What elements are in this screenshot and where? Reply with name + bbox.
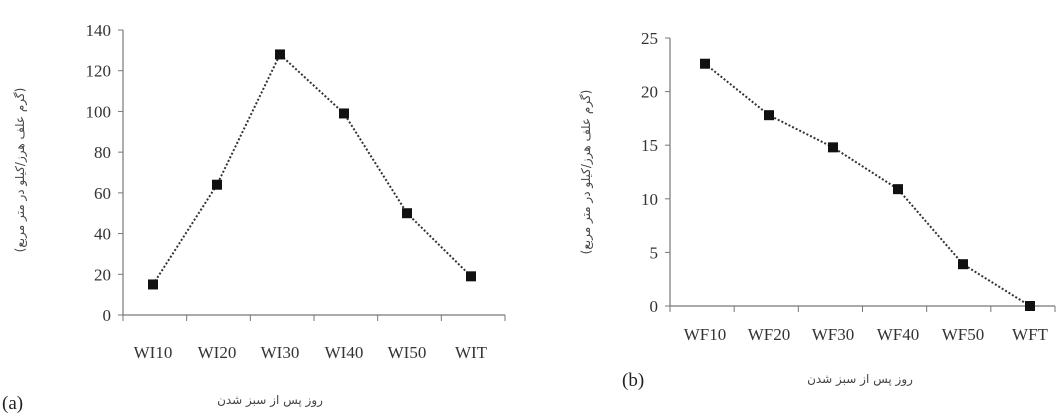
x-tick-label: WI20 xyxy=(198,343,237,362)
data-point-marker xyxy=(1025,301,1035,311)
y-tick-label: 0 xyxy=(103,306,112,325)
y-tick-label: 10 xyxy=(641,190,658,209)
x-axis-title: روز پس از سبز شدن xyxy=(807,372,913,387)
y-tick-label: 80 xyxy=(94,143,111,162)
y-tick-label: 15 xyxy=(641,136,658,155)
x-tick-label: WI10 xyxy=(134,343,173,362)
data-point-marker xyxy=(958,259,968,270)
y-tick-label: 140 xyxy=(86,21,112,40)
x-tick-label: WF40 xyxy=(877,325,920,344)
x-tick-label: WFT xyxy=(1012,325,1049,344)
data-point-marker xyxy=(275,49,285,60)
y-axis-title: (گرم علف هرز/کیلو در متر مربع) xyxy=(579,90,594,255)
data-point-marker xyxy=(148,279,158,290)
y-tick-label: 60 xyxy=(94,184,111,203)
y-tick-label: 20 xyxy=(641,83,658,102)
x-tick-label: WI30 xyxy=(261,343,300,362)
data-point-marker xyxy=(466,271,476,282)
data-point-marker xyxy=(339,108,349,119)
data-point-marker xyxy=(764,110,774,121)
x-tick-label: WF50 xyxy=(942,325,985,344)
x-tick-label: WI50 xyxy=(388,343,427,362)
x-tick-label: WF30 xyxy=(812,325,855,344)
data-point-marker xyxy=(828,142,838,153)
data-point-marker xyxy=(700,58,710,69)
y-tick-label: 5 xyxy=(650,243,659,262)
x-tick-label: WIT xyxy=(455,343,488,362)
panel-label: (a) xyxy=(2,393,23,414)
x-tick-label: WI40 xyxy=(325,343,364,362)
series-line xyxy=(152,52,472,286)
chart-b: 0 5 10 15 20 25 WF10 WF20 WF30 WF40 WF50 WFT (گرم عل… xyxy=(579,29,1056,391)
y-tick-label: 120 xyxy=(86,62,112,81)
x-axis-title: روز پس از سبز شدن xyxy=(217,393,323,408)
data-point-marker xyxy=(402,208,412,219)
chart-a: 0 20 40 60 80 100 120 140 WI10 WI20 WI30 WI40 WI50 WI… xyxy=(2,21,506,414)
y-tick-label: 20 xyxy=(94,265,111,284)
data-point-marker xyxy=(893,184,903,195)
x-tick-label: WF20 xyxy=(748,325,791,344)
x-tick-label: WF10 xyxy=(684,325,727,344)
series-line xyxy=(704,62,1031,307)
data-point-marker xyxy=(212,179,222,190)
y-tick-label: 0 xyxy=(650,297,659,316)
y-tick-label: 40 xyxy=(94,225,111,244)
y-axis-title: (گرم علف هرز/کیلو در متر مربع) xyxy=(13,88,28,253)
y-tick-label: 25 xyxy=(641,29,658,48)
y-tick-label: 100 xyxy=(86,102,112,121)
panel-label: (b) xyxy=(622,370,644,391)
